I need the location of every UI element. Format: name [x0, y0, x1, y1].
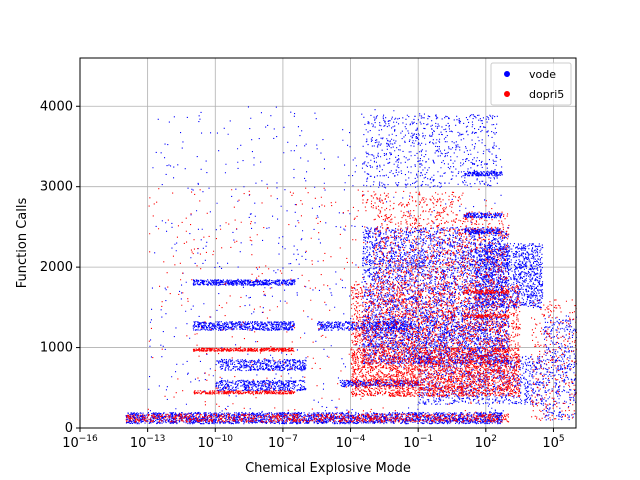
scatter-points-vode — [125, 106, 577, 425]
plot-frame — [79, 57, 577, 429]
series-vode — [125, 106, 577, 425]
y-tick-label: 2000 — [40, 260, 73, 275]
legend: vode dopri5 — [490, 62, 572, 106]
y-axis-label: Function Calls — [15, 198, 30, 289]
y-tick-label: 4000 — [40, 99, 73, 114]
data-points — [125, 106, 577, 425]
series-dopri5 — [125, 187, 577, 423]
legend-box — [490, 62, 572, 106]
y-tick-label: 3000 — [40, 180, 73, 195]
legend-marker-dopri5 — [504, 91, 510, 97]
scatter-points-dopri5 — [125, 187, 577, 423]
legend-label-dopri5: dopri5 — [529, 88, 564, 101]
y-axis-ticks: 0 1000 2000 3000 4000 — [40, 99, 80, 436]
legend-marker-vode — [504, 71, 510, 77]
y-tick-label: 0 — [65, 421, 73, 436]
legend-label-vode: vode — [529, 68, 556, 81]
y-tick-label: 1000 — [40, 341, 73, 356]
x-axis-label: Chemical Explosive Mode — [245, 461, 411, 476]
